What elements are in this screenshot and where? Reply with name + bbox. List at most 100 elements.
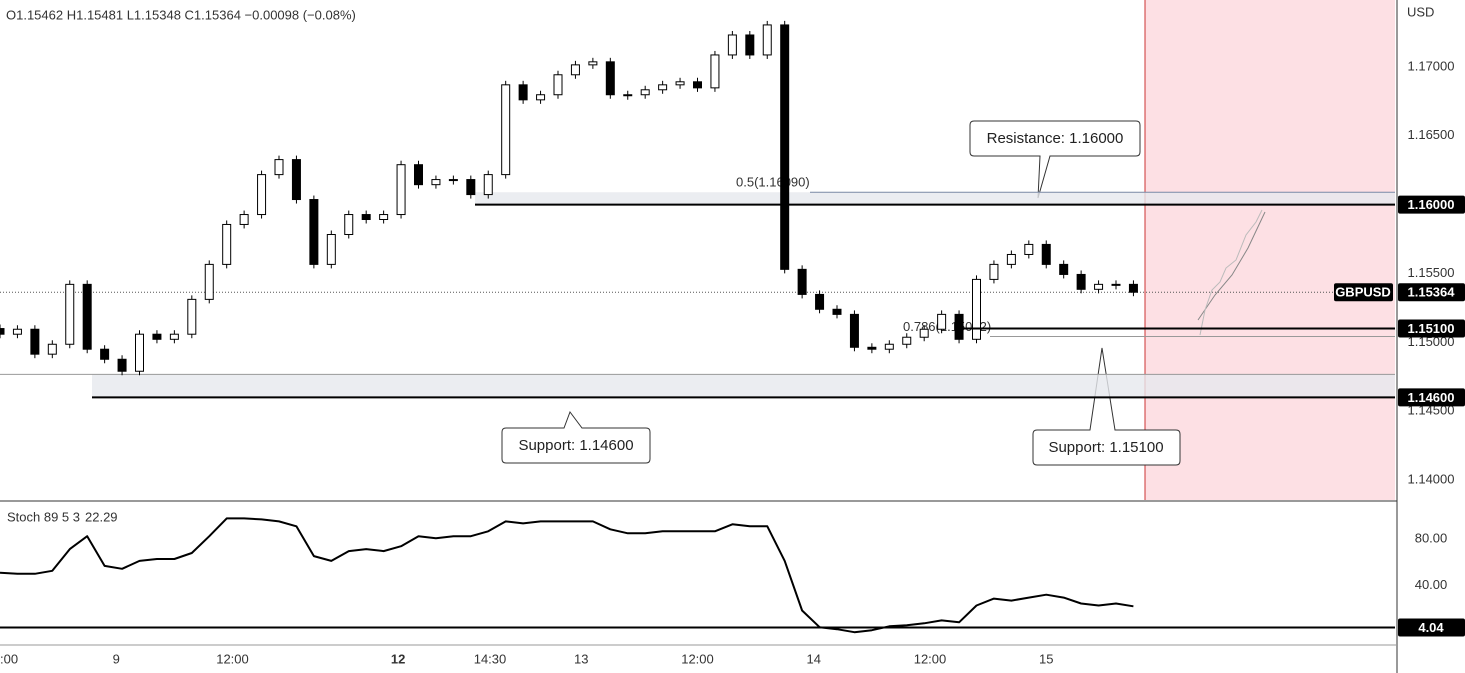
candle [536,94,546,101]
last-price-label-bg [1398,283,1465,302]
candle [884,343,894,350]
support-zone [92,374,1395,398]
candle [588,61,598,66]
candle [257,174,267,216]
last-price-label: 1.15364 [1408,285,1456,300]
fib-label: 0.5(1.16090) [736,175,810,190]
x-tick-label: 12:00 [914,651,947,666]
candle [361,214,371,220]
candle [344,214,354,236]
candle [82,283,92,350]
candle [379,214,389,220]
x-tick-label: 12 [391,651,405,666]
candle [1006,253,1016,265]
y-tick-label: 1.15500 [1408,265,1455,280]
candle [152,333,162,340]
candle [1128,283,1138,293]
y-tick-label: 80.00 [1415,531,1448,546]
x-tick-label: :00 [0,651,18,666]
candle [989,263,999,280]
candle [919,328,929,338]
candle [570,64,580,76]
level-label: 1.15100 [1408,321,1455,336]
candle [1111,283,1121,286]
candle [431,179,441,186]
y-tick-label: 40.00 [1415,577,1448,592]
x-tick-label: 13 [574,651,588,666]
candle [832,308,842,315]
candle [797,268,807,295]
candle [47,343,57,355]
candle [483,174,493,196]
candle [553,74,563,96]
candle [605,61,615,96]
candle [501,84,511,176]
candle [1041,243,1051,265]
candle [849,313,859,348]
level-label-bg [1398,195,1465,214]
candle [274,159,284,176]
annotation-support-2: Support: 1.15100 [1032,347,1181,466]
x-tick-label: 14:30 [474,651,507,666]
candle [1024,243,1034,255]
candle [710,54,720,89]
candle [448,179,458,182]
candle [867,346,877,350]
candle [640,89,650,96]
indicator-title: Stoch 89 5 3 [7,509,80,524]
x-tick-label: 15 [1039,651,1053,666]
candle [658,84,668,91]
resistance-zone [475,192,1395,205]
candle [396,164,406,216]
candle [675,81,685,86]
y-tick-label: 1.17000 [1408,58,1455,73]
x-tick-label: 14 [807,651,821,666]
candle [745,34,755,56]
level-label: 1.16000 [1408,197,1455,212]
candle [326,234,336,265]
candle [780,24,790,270]
candle [954,313,964,340]
candle [1094,283,1104,290]
currency: USD [1407,4,1434,19]
candle [0,328,5,335]
candle [12,328,22,335]
candle [727,34,737,56]
symbol-bg [1334,283,1393,302]
stoch-line [0,517,1134,634]
stoch-level-label: 4.04 [1418,620,1444,635]
candle [65,283,75,345]
candle [623,94,633,97]
candle [1059,263,1069,275]
candle [466,179,476,196]
candle [187,298,197,335]
x-tick-label: 12:00 [216,651,249,666]
projection-path [1197,209,1266,336]
candle [762,24,772,56]
candle [291,159,301,201]
annotation-text: Resistance: 1.16000 [987,130,1124,147]
candle [30,328,40,355]
candle [135,333,144,372]
level-label-bg [1398,319,1465,338]
candle [693,81,702,89]
candle [414,164,423,186]
level-label: 1.14600 [1408,390,1455,405]
x-tick-label: 9 [113,651,120,666]
projection-zone [1145,0,1395,500]
candle [100,348,110,360]
y-tick-label: 1.14000 [1408,471,1455,486]
annotation-resistance: Resistance: 1.16000 [969,120,1141,199]
x-tick-label: 12:00 [681,651,714,666]
candle [902,336,912,345]
candle [309,199,319,265]
legend-text: O1.15462 H1.15481 L1.15348 C1.15364 −0.0… [6,7,356,22]
stoch-level-label-bg [1398,618,1465,637]
candle [972,278,981,340]
candle [815,293,825,310]
annotation-support-1: Support: 1.14600 [501,410,651,464]
candle [518,84,528,101]
annotation-text: Support: 1.14600 [518,437,633,454]
candle [169,333,179,340]
